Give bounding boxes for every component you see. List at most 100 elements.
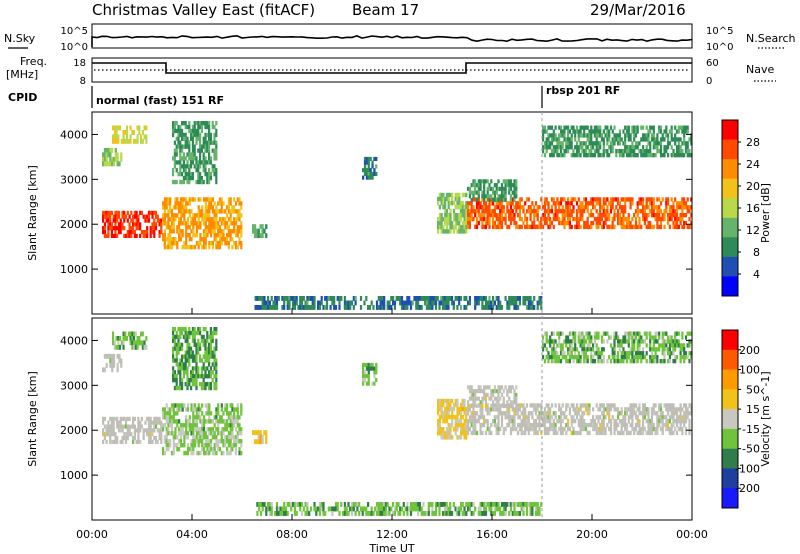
heatmap-cell [456,402,459,408]
heatmap-cell [522,430,525,436]
heatmap-cell [567,125,570,130]
heatmap-cell [126,230,129,235]
heatmap-cell [186,382,189,387]
heatmap-cell [452,225,456,230]
heatmap-cell [625,355,629,360]
heatmap-cell [575,415,579,420]
heatmap-cell [306,305,309,310]
heatmap-cell [102,428,105,433]
heatmap-cell [609,201,613,206]
heatmap-cell [167,427,170,432]
heatmap-cell [595,403,598,408]
heatmap-cell [474,411,477,416]
heatmap-cell [162,423,165,428]
heatmap-cell [479,389,482,394]
heatmap-cell [116,156,119,162]
heatmap-cell [140,134,143,140]
heatmap-cell [444,209,447,214]
heatmap-cell [688,216,691,222]
heatmap-cell [209,132,212,138]
heatmap-cell [259,233,262,239]
heatmap-cell [234,415,238,420]
heatmap-cell [529,305,532,310]
heatmap-cell [613,359,616,364]
heatmap-cell [173,160,176,165]
heatmap-cell [204,201,207,206]
heatmap-cell [295,511,298,516]
heatmap-cell [570,137,573,142]
heatmap-cell [504,194,507,199]
heatmap-cell [163,435,166,440]
heatmap-cell [133,331,136,337]
heatmap-cell [586,220,589,226]
heatmap-cell [379,305,382,310]
heatmap-cell [690,133,693,138]
heatmap-cell [658,359,661,364]
heatmap-cell [633,407,636,412]
heatmap-cell [661,213,664,218]
heatmap-cell [176,403,179,408]
heatmap-cell [199,439,202,444]
heatmap-cell [188,419,191,424]
heatmap-cell [174,217,177,222]
heatmap-cell [574,411,577,416]
heatmap-cell [572,407,575,412]
heatmap-cell [484,430,488,436]
heatmap-cell [114,230,117,235]
heatmap-cell [292,305,295,310]
heatmap-cell [238,229,241,234]
heatmap-cell [420,296,423,301]
heatmap-cell [636,355,639,360]
heatmap-cell [179,152,182,157]
heatmap-cell [668,224,671,230]
heatmap-cell [186,338,189,344]
heatmap-cell [504,213,507,218]
heatmap-cell [229,450,232,456]
heatmap-cell [579,422,582,428]
heatmap-cell [670,216,673,222]
heatmap-cell [437,402,440,408]
heatmap-cell [600,411,604,416]
heatmap-cell [600,153,604,158]
heatmap-cell [631,403,634,408]
heatmap-cell [484,209,488,214]
heatmap-cell [202,221,206,226]
heatmap-cell [238,415,241,420]
heatmap-cell [427,300,430,306]
heatmap-cell [400,305,404,310]
heatmap-cell [638,209,641,214]
heatmap-cell [547,224,550,230]
heatmap-cell [240,427,243,432]
heatmap-cell [574,407,577,412]
heatmap-cell [567,197,570,202]
heatmap-cell [126,218,129,223]
heatmap-cell [513,415,516,420]
heatmap-cell [172,354,175,359]
heatmap-cell [263,228,266,234]
heatmap-cell [234,439,238,444]
heatmap-cell [552,224,555,230]
heatmap-cell [593,339,596,344]
heatmap-cell [577,153,580,158]
heatmap-cell [156,218,159,223]
heatmap-cell [208,443,211,448]
heatmap-cell [568,129,571,134]
heatmap-cell [111,367,114,373]
heatmap-cell [194,221,197,226]
heatmap-cell [629,201,632,206]
heatmap-cell [518,201,521,206]
heatmap-cell [590,347,593,352]
heatmap-cell [165,197,168,202]
heatmap-cell [602,220,605,226]
heatmap-cell [500,205,504,210]
heatmap-cell [208,148,211,153]
heatmap-cell [367,381,370,386]
heatmap-cell [647,430,650,436]
heatmap-cell [177,385,180,391]
heatmap-cell [240,407,243,412]
heatmap-cell [211,334,214,340]
heatmap-cell [588,331,591,336]
heatmap-cell [107,230,110,235]
heatmap-cell [226,205,229,210]
heatmap-cell [399,296,402,301]
